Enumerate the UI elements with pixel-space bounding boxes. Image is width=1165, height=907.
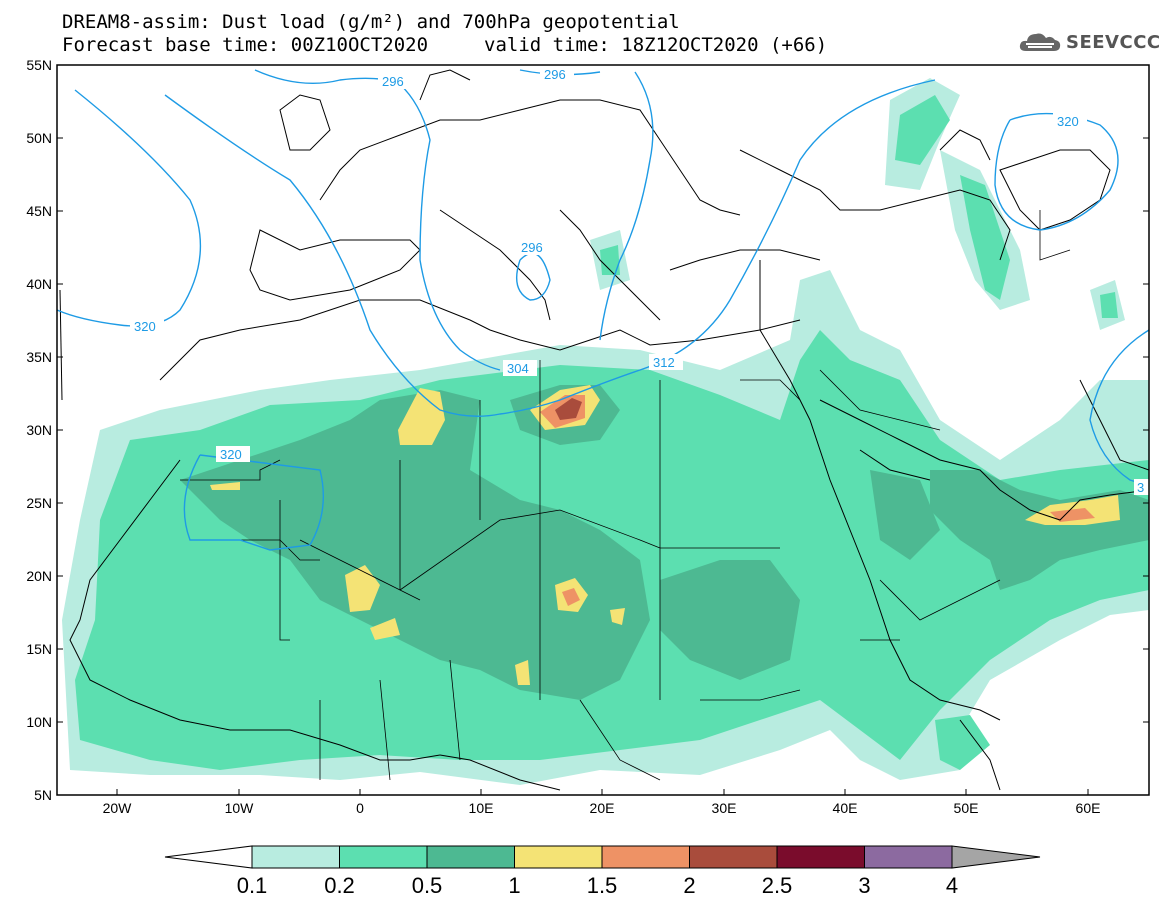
- title-line-1: DREAM8-assim: Dust load (g/m²) and 700hP…: [62, 11, 680, 33]
- lon-label: 20W: [103, 800, 133, 816]
- lon-label: 50E: [954, 800, 979, 816]
- lat-ticks: [57, 64, 1149, 796]
- contour-label: 296: [544, 67, 566, 82]
- colorbar-high-arrow: [951, 845, 1041, 869]
- seevccc-logo: SEEVCCC: [1018, 28, 1161, 56]
- lat-label: 55N: [26, 57, 52, 73]
- contour-labels: 296 296 296 320 320 304 312 320 3: [130, 66, 1149, 495]
- lon-label: 10W: [225, 800, 255, 816]
- colorbar: [164, 845, 1041, 869]
- title-line-3: valid time: 18Z12OCT2020 (+66): [484, 34, 828, 56]
- lon-label: 30E: [712, 800, 737, 816]
- contour-label: 320: [1057, 114, 1079, 129]
- colorbar-bin: [601, 845, 690, 869]
- colorbar-label: 0.5: [412, 873, 443, 898]
- lat-labels: 55N 50N 45N 40N 35N 30N 25N 20N 15N 10N …: [26, 57, 52, 803]
- lon-label: 40E: [833, 800, 858, 816]
- lat-label: 50N: [26, 130, 52, 146]
- contour-label: 296: [521, 240, 543, 255]
- colorbar-bin: [426, 845, 515, 869]
- colorbar-bin: [864, 845, 953, 869]
- dust-layer-2: [555, 398, 582, 420]
- contour-label: 304: [507, 361, 529, 376]
- colorbar-label: 0.2: [324, 873, 355, 898]
- lat-label: 15N: [26, 641, 52, 657]
- colorbar-labels: 0.1 0.2 0.5 1 1.5 2 2.5 3 4: [237, 873, 958, 898]
- colorbar-bin: [776, 845, 865, 869]
- cloud-icon: [1019, 33, 1061, 51]
- contour-label: 312: [653, 355, 675, 370]
- lat-label: 30N: [26, 422, 52, 438]
- lat-label: 20N: [26, 568, 52, 584]
- colorbar-label: 4: [946, 873, 958, 898]
- lat-label: 35N: [26, 349, 52, 365]
- lon-labels: 20W 10W 0 10E 20E 30E 40E 50E 60E: [103, 800, 1101, 816]
- lat-label: 10N: [26, 714, 52, 730]
- colorbar-label: 0.1: [237, 873, 268, 898]
- colorbar-bin: [689, 845, 778, 869]
- colorbar-label: 2: [683, 873, 695, 898]
- coastlines: [59, 69, 1149, 791]
- lon-label: 0: [356, 800, 364, 816]
- lon-label: 60E: [1076, 800, 1101, 816]
- contour-label: 320: [220, 447, 242, 462]
- lon-label: 10E: [469, 800, 494, 816]
- colorbar-bin: [514, 845, 603, 869]
- colorbar-bin: [339, 845, 428, 869]
- lon-label: 20E: [590, 800, 615, 816]
- country-borders: [180, 210, 1071, 781]
- title-line-2: Forecast base time: 00Z10OCT2020: [62, 34, 429, 56]
- contour-label: 296: [382, 74, 404, 89]
- colorbar-label: 1.5: [587, 873, 618, 898]
- colorbar-label: 3: [858, 873, 870, 898]
- lat-label: 40N: [26, 276, 52, 292]
- colorbar-label: 1: [508, 873, 520, 898]
- lat-label: 5N: [34, 787, 52, 803]
- colorbar-low-arrow: [164, 845, 253, 869]
- map-plot: 296 296 296 320 320 304 312 320 3: [57, 65, 1149, 795]
- contour-label: 3: [1137, 480, 1144, 495]
- contour-label: 320: [134, 319, 156, 334]
- logo-text: SEEVCCC: [1066, 31, 1161, 53]
- colorbar-bin: [251, 845, 340, 869]
- lon-ticks: [116, 789, 1089, 795]
- colorbar-label: 2.5: [762, 873, 793, 898]
- lat-label: 45N: [26, 203, 52, 219]
- lat-label: 25N: [26, 495, 52, 511]
